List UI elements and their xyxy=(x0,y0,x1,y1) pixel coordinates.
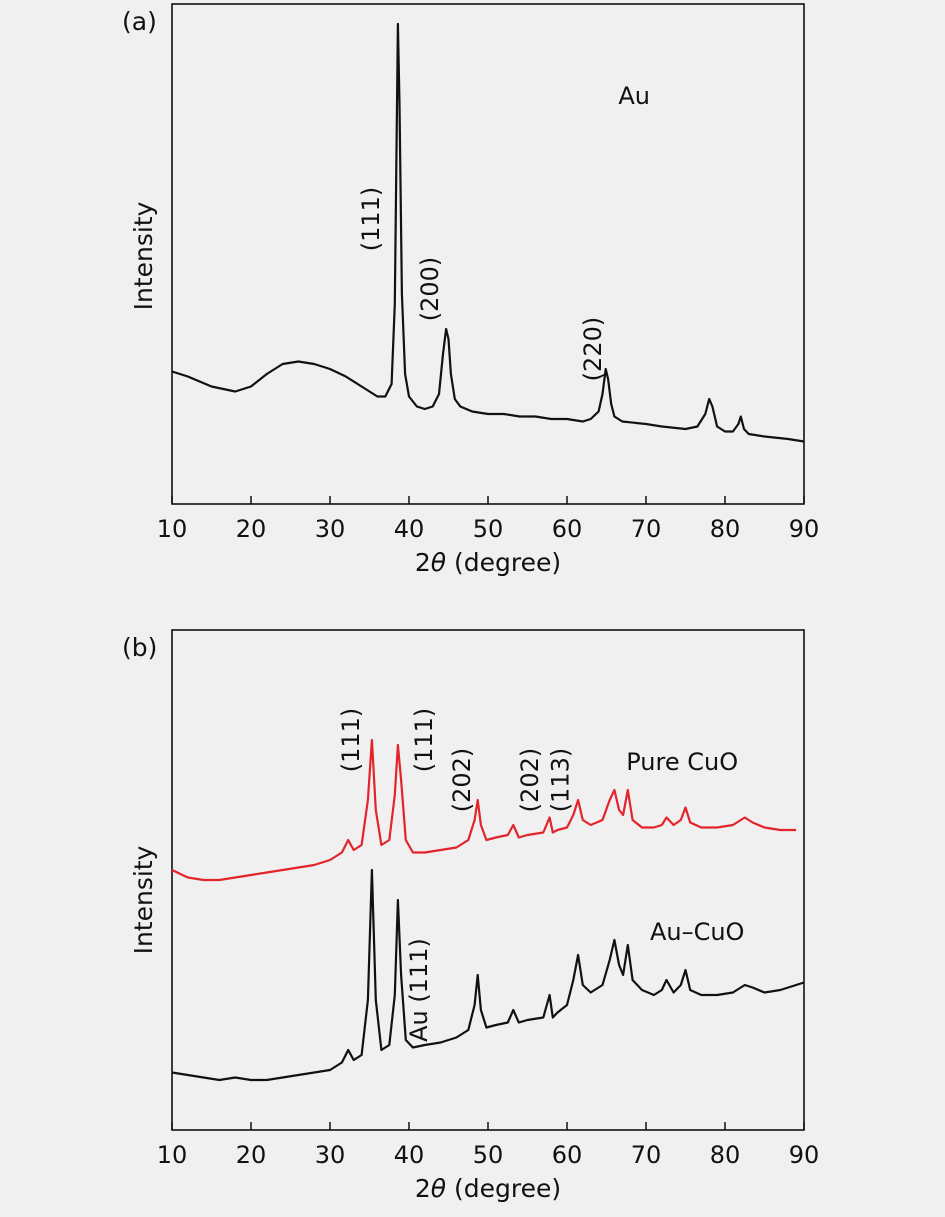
chart-panel-b: 10 20 30 40 50 60 70 80 90 2θ (degree) Intensity (b… xyxy=(122,629,820,1203)
x-axis-title-suffix: (degree) xyxy=(446,1174,561,1203)
x-tick-label: 70 xyxy=(631,1141,662,1169)
annotation-label: (202) xyxy=(516,748,544,813)
x-tick-label: 60 xyxy=(552,1141,583,1169)
x-tick-label: 30 xyxy=(315,1141,346,1169)
annotation-label: Au xyxy=(618,82,650,110)
annotation-label: (111) xyxy=(337,708,365,773)
x-tick-label: 80 xyxy=(710,515,741,543)
x-tick-label: 20 xyxy=(236,1141,267,1169)
y-axis-title: Intensity xyxy=(129,201,158,310)
x-tick-label: 10 xyxy=(157,515,188,543)
x-tick-label: 50 xyxy=(473,1141,504,1169)
x-axis-title-symbol: θ xyxy=(431,548,446,577)
x-axis-title-symbol: θ xyxy=(431,1174,446,1203)
x-axis-title-prefix: 2 xyxy=(415,548,431,577)
x-axis-title: 2θ (degree) xyxy=(415,548,561,577)
y-axis-title: Intensity xyxy=(129,845,158,954)
x-tick-label: 40 xyxy=(394,515,425,543)
x-tick-label: 10 xyxy=(157,1141,188,1169)
chart-panel-a: 10 20 30 40 50 60 70 80 90 2θ (degree) Intensity (a… xyxy=(122,3,820,577)
panel-label: (b) xyxy=(122,633,157,662)
x-tick-label: 30 xyxy=(315,515,346,543)
annotation-label: (220) xyxy=(579,317,607,382)
series-line-au-cuo xyxy=(171,868,805,1082)
annotation-label: Pure CuO xyxy=(626,748,738,776)
x-tick-label: 40 xyxy=(394,1141,425,1169)
x-axis-title: 2θ (degree) xyxy=(415,1174,561,1203)
x-tick-label: 90 xyxy=(789,515,820,543)
series-line-au xyxy=(171,22,805,443)
x-tick-label: 90 xyxy=(789,1141,820,1169)
x-tick-label: 70 xyxy=(631,515,662,543)
annotation-label: (200) xyxy=(416,257,444,322)
annotation-label: (111) xyxy=(410,708,438,773)
annotation-label: (202) xyxy=(448,748,476,813)
plot-frame xyxy=(171,629,805,1131)
annotation-label: (111) xyxy=(357,187,385,252)
x-tick-label: 20 xyxy=(236,515,267,543)
x-axis-title-prefix: 2 xyxy=(415,1174,431,1203)
series-line-pure-cuo xyxy=(171,738,797,882)
panel-label: (a) xyxy=(122,7,157,36)
annotation-label: (113) xyxy=(547,748,575,813)
annotation-label: Au (111) xyxy=(405,938,433,1042)
plot-frame xyxy=(171,3,805,505)
x-tick-label: 50 xyxy=(473,515,504,543)
x-tick-label: 60 xyxy=(552,515,583,543)
annotation-label: Au–CuO xyxy=(650,918,745,946)
x-tick-label: 80 xyxy=(710,1141,741,1169)
x-axis-title-suffix: (degree) xyxy=(446,548,561,577)
